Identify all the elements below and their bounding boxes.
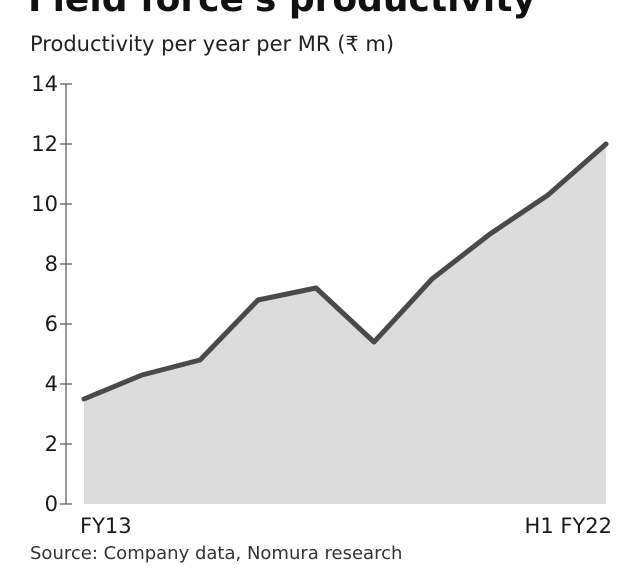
- y-tick-label: 10: [31, 192, 58, 216]
- y-tick-label: 4: [45, 372, 58, 396]
- y-tick-label: 2: [45, 432, 58, 456]
- x-tick-label-end: H1 FY22: [525, 514, 612, 538]
- series-area: [84, 144, 606, 504]
- y-tick-label: 8: [45, 252, 58, 276]
- chart-title: Field force's productivity: [28, 0, 536, 20]
- y-tick-label: 0: [45, 492, 58, 516]
- area-layer: [84, 144, 606, 504]
- x-axis-labels: FY13 H1 FY22: [80, 514, 612, 538]
- y-tick-label: 14: [31, 72, 58, 96]
- chart-subtitle: Productivity per year per MR (₹ m): [30, 32, 395, 56]
- source-note: Source: Company data, Nomura research: [30, 543, 403, 564]
- line-layer: [81, 141, 609, 402]
- y-tick-label: 12: [31, 132, 58, 156]
- series-line: [81, 141, 609, 402]
- x-tick-label-start: FY13: [80, 514, 132, 538]
- y-tick-label: 6: [45, 312, 58, 336]
- y-axis: 0 2 4 6 8 10 12 14: [31, 72, 72, 516]
